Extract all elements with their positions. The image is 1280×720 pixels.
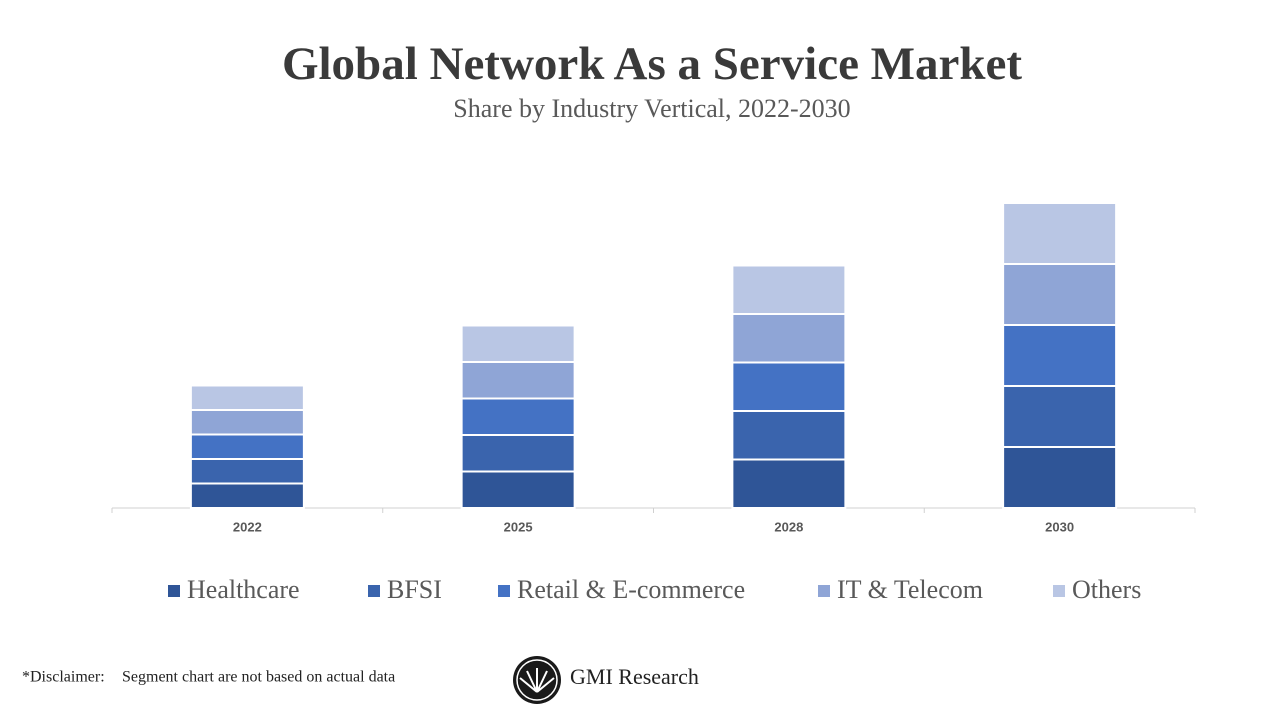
x-tick-label: 2025 — [504, 519, 533, 534]
bar-segment — [460, 324, 576, 363]
disclaimer-label: *Disclaimer: — [22, 669, 105, 686]
x-tick-label: 2030 — [1045, 519, 1074, 534]
bar-segment — [731, 410, 847, 461]
bar-segment — [189, 409, 305, 436]
bar-segment — [189, 458, 305, 485]
bar-segment — [731, 313, 847, 364]
legend-label: BFSI — [387, 575, 442, 604]
bar-segment — [189, 482, 305, 509]
bar-segment — [731, 264, 847, 315]
bar-segment — [1002, 324, 1118, 387]
legend-label: IT & Telecom — [837, 575, 983, 604]
legend-marker — [498, 585, 510, 597]
legend-marker — [168, 585, 180, 597]
chart-subtitle: Share by Industry Vertical, 2022-2030 — [453, 94, 850, 123]
bar-segment — [1002, 446, 1118, 509]
logo — [513, 656, 561, 704]
bar-segment — [460, 470, 576, 509]
x-tick-label: 2028 — [774, 519, 803, 534]
bar-segment — [189, 433, 305, 460]
bar-segment — [1002, 202, 1118, 265]
legend-label: Retail & E-commerce — [517, 575, 745, 604]
disclaimer-text: Segment chart are not based on actual da… — [122, 669, 395, 686]
legend-marker — [1053, 585, 1065, 597]
legend-marker — [818, 585, 830, 597]
brand: GMI Research — [570, 664, 699, 689]
legend-label: Others — [1072, 575, 1141, 604]
legend-marker — [368, 585, 380, 597]
bar-segment — [189, 384, 305, 411]
bar-segment — [1002, 263, 1118, 326]
bar-segment — [731, 458, 847, 509]
bar-segment — [460, 361, 576, 400]
bar-segment — [460, 397, 576, 436]
bar-segment — [460, 434, 576, 473]
legend-label: Healthcare — [187, 575, 300, 604]
bar-segment — [731, 361, 847, 412]
x-tick-label: 2022 — [233, 519, 262, 534]
bar-segment — [1002, 385, 1118, 448]
chart-title: Global Network As a Service Market — [282, 38, 1022, 90]
